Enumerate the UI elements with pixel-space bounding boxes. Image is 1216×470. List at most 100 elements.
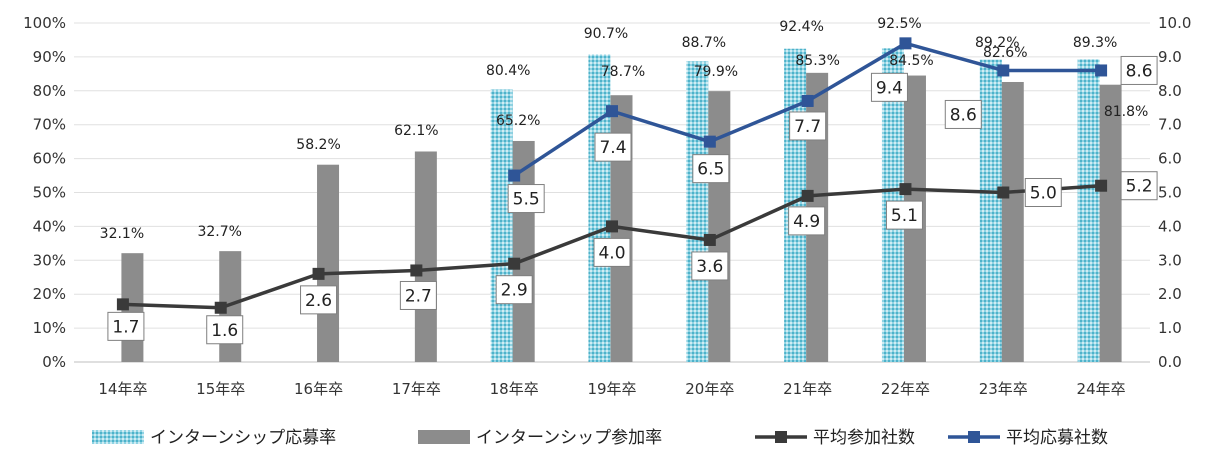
participation-rate-label: 78.7% bbox=[601, 64, 645, 80]
marker-avg-application bbox=[703, 135, 716, 148]
left-tick-label: 60% bbox=[33, 150, 66, 168]
category-label: 16年卒 bbox=[294, 380, 343, 398]
label-box bbox=[692, 154, 730, 184]
legend-label: 平均参加社数 bbox=[813, 428, 915, 448]
avg-participation-label: 2.7 bbox=[399, 280, 437, 310]
avg-participation-label: 3.6 bbox=[691, 251, 729, 281]
label-box bbox=[107, 311, 145, 341]
label-box bbox=[788, 206, 826, 236]
left-tick-label: 70% bbox=[33, 116, 66, 134]
x-axis: 14年卒 15年卒 16年卒 17年卒 18年卒 19年卒 20年卒 21年卒 22年卒 23年卒… bbox=[98, 380, 1125, 398]
avg-participation-label: 4.0 bbox=[593, 237, 631, 267]
avg-application-label: 7.4 bbox=[594, 132, 632, 162]
lines bbox=[116, 37, 1108, 314]
legend-label: インターンシップ応募率 bbox=[150, 428, 336, 448]
category-label: 24年卒 bbox=[1077, 380, 1126, 398]
marker-avg-participation bbox=[606, 220, 618, 233]
label-text: 1.7 bbox=[112, 317, 139, 337]
left-tick-label: 100% bbox=[23, 14, 66, 32]
label-box bbox=[593, 237, 631, 267]
right-tick-label: 0.0 bbox=[1158, 353, 1182, 371]
label-box bbox=[1120, 171, 1158, 201]
category-label: 22年卒 bbox=[881, 380, 930, 398]
bar-labels: 80.4% 90.7% 88.7% 92.4% 92.5% 89.2% 89.3% 32.1%… bbox=[100, 16, 1149, 242]
left-tick-label: 50% bbox=[33, 184, 66, 202]
label-text: 2.7 bbox=[405, 286, 432, 306]
legend-item: インターンシップ参加率 bbox=[418, 428, 662, 448]
label-text: 1.6 bbox=[211, 321, 238, 341]
legend-item: 平均応募社数 bbox=[948, 428, 1108, 448]
label-box bbox=[1024, 178, 1062, 207]
label-box bbox=[507, 184, 545, 214]
marker-avg-application bbox=[1095, 64, 1108, 77]
right-tick-label: 3.0 bbox=[1158, 251, 1182, 269]
legend-item: インターンシップ応募率 bbox=[92, 428, 336, 448]
application-rate-label: 89.2% bbox=[975, 35, 1019, 51]
right-tick-label: 9.0 bbox=[1158, 48, 1182, 66]
label-box bbox=[300, 285, 338, 315]
participation-rate-label: 81.8% bbox=[1104, 104, 1148, 120]
avg-application-label: 6.5 bbox=[692, 154, 730, 184]
avg-participation-label: 1.7 bbox=[107, 311, 145, 341]
marker-avg-application bbox=[899, 37, 912, 50]
label-box bbox=[789, 111, 827, 141]
marker-avg-participation bbox=[1095, 179, 1108, 192]
avg-participation-label: 2.9 bbox=[495, 275, 533, 305]
application-rate-label: 88.7% bbox=[682, 35, 726, 51]
legend-swatch bbox=[92, 430, 144, 444]
label-box bbox=[399, 280, 437, 310]
marker-avg-participation bbox=[703, 233, 716, 246]
label-text: 5.0 bbox=[1030, 184, 1057, 204]
label-text: 8.6 bbox=[1126, 61, 1153, 81]
avg-application-label: 8.6 bbox=[944, 99, 982, 129]
label-text: 9.4 bbox=[876, 78, 903, 98]
application-rate-label: 89.3% bbox=[1073, 35, 1117, 51]
right-tick-label: 2.0 bbox=[1158, 285, 1182, 303]
right-tick-label: 1.0 bbox=[1158, 319, 1182, 337]
avg-application-label: 5.5 bbox=[507, 184, 545, 214]
marker-avg-application bbox=[606, 105, 618, 118]
left-tick-label: 20% bbox=[33, 285, 66, 303]
avg-participation-label: 5.2 bbox=[1120, 171, 1158, 201]
left-tick-label: 80% bbox=[33, 82, 66, 100]
legend-marker bbox=[968, 431, 980, 443]
avg-participation-label: 2.6 bbox=[300, 285, 338, 315]
right-tick-label: 7.0 bbox=[1158, 116, 1182, 134]
avg-application-label: 8.6 bbox=[1120, 55, 1158, 85]
participation-rate-label: 62.1% bbox=[394, 123, 438, 139]
category-label: 15年卒 bbox=[196, 380, 245, 398]
marker-avg-application bbox=[508, 169, 521, 182]
label-text: 4.0 bbox=[598, 243, 625, 263]
label-text: 6.5 bbox=[697, 160, 724, 180]
marker-avg-participation bbox=[997, 186, 1010, 199]
label-text: 3.6 bbox=[696, 257, 723, 277]
left-axis: 0% 10% 20% 30% 40% 50% 60% 70% 80% 90% 100% bbox=[23, 14, 66, 371]
bar-application-rate bbox=[588, 54, 611, 362]
bar-application-rate bbox=[979, 59, 1002, 362]
label-box bbox=[944, 99, 982, 129]
label-box bbox=[885, 200, 923, 230]
label-text: 8.6 bbox=[950, 105, 977, 125]
participation-rate-label: 79.9% bbox=[694, 64, 738, 80]
marker-avg-participation bbox=[214, 301, 227, 314]
legend-label: インターンシップ参加率 bbox=[476, 428, 662, 448]
marker-avg-application bbox=[801, 94, 814, 107]
category-label: 17年卒 bbox=[392, 380, 441, 398]
bar-application-rate bbox=[686, 61, 709, 362]
right-tick-label: 5.0 bbox=[1158, 184, 1182, 202]
avg-application-label: 7.7 bbox=[789, 111, 827, 141]
avg-participation-label: 5.1 bbox=[885, 200, 923, 230]
right-axis: 0.0 1.0 2.0 3.0 4.0 5.0 6.0 7.0 8.0 9.0 10.0 bbox=[1158, 14, 1191, 371]
label-box bbox=[870, 72, 908, 102]
bar-participation-rate bbox=[317, 164, 340, 362]
participation-rate-label: 85.3% bbox=[795, 53, 839, 69]
bar-application-rate bbox=[490, 89, 513, 362]
left-tick-label: 40% bbox=[33, 217, 66, 235]
legend-marker bbox=[775, 431, 787, 443]
avg-participation-label: 1.6 bbox=[206, 315, 244, 345]
left-tick-label: 30% bbox=[33, 251, 66, 269]
label-text: 5.2 bbox=[1126, 177, 1153, 197]
participation-rate-label: 32.1% bbox=[100, 226, 144, 242]
avg-participation-label: 4.9 bbox=[788, 206, 826, 236]
right-tick-label: 8.0 bbox=[1158, 82, 1182, 100]
